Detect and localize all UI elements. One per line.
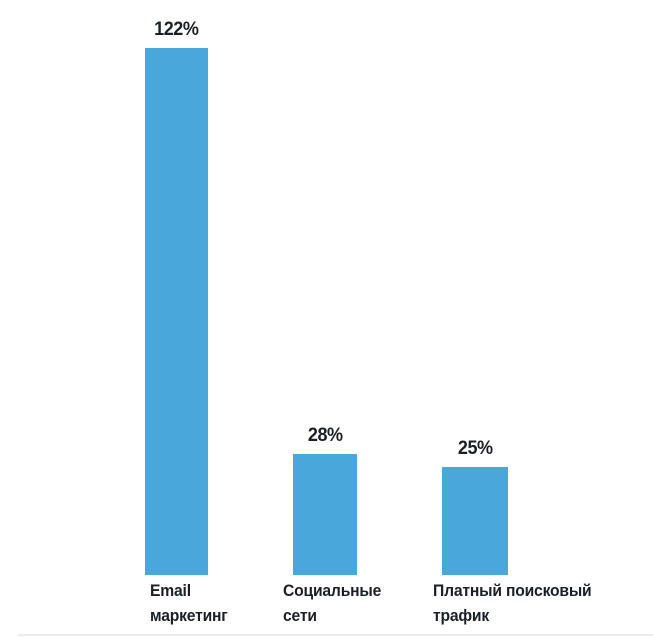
bar-group-social-media: 28% (293, 425, 357, 575)
bar-group-email-marketing: 122% (145, 19, 208, 575)
value-label: 28% (307, 425, 343, 446)
category-label-paid-search: Платный поисковый трафик (433, 582, 592, 625)
baseline-rule (18, 634, 653, 636)
value-label: 122% (154, 19, 199, 40)
value-label: 25% (457, 438, 493, 459)
category-label-email-marketing: Email маркетинг (150, 582, 228, 625)
category-label-social-media: Социальные сети (283, 582, 382, 625)
bar-social-media (293, 454, 357, 575)
bar-paid-search (442, 467, 508, 575)
bar-group-paid-search: 25% (442, 438, 508, 575)
bar-email-marketing (145, 48, 208, 575)
